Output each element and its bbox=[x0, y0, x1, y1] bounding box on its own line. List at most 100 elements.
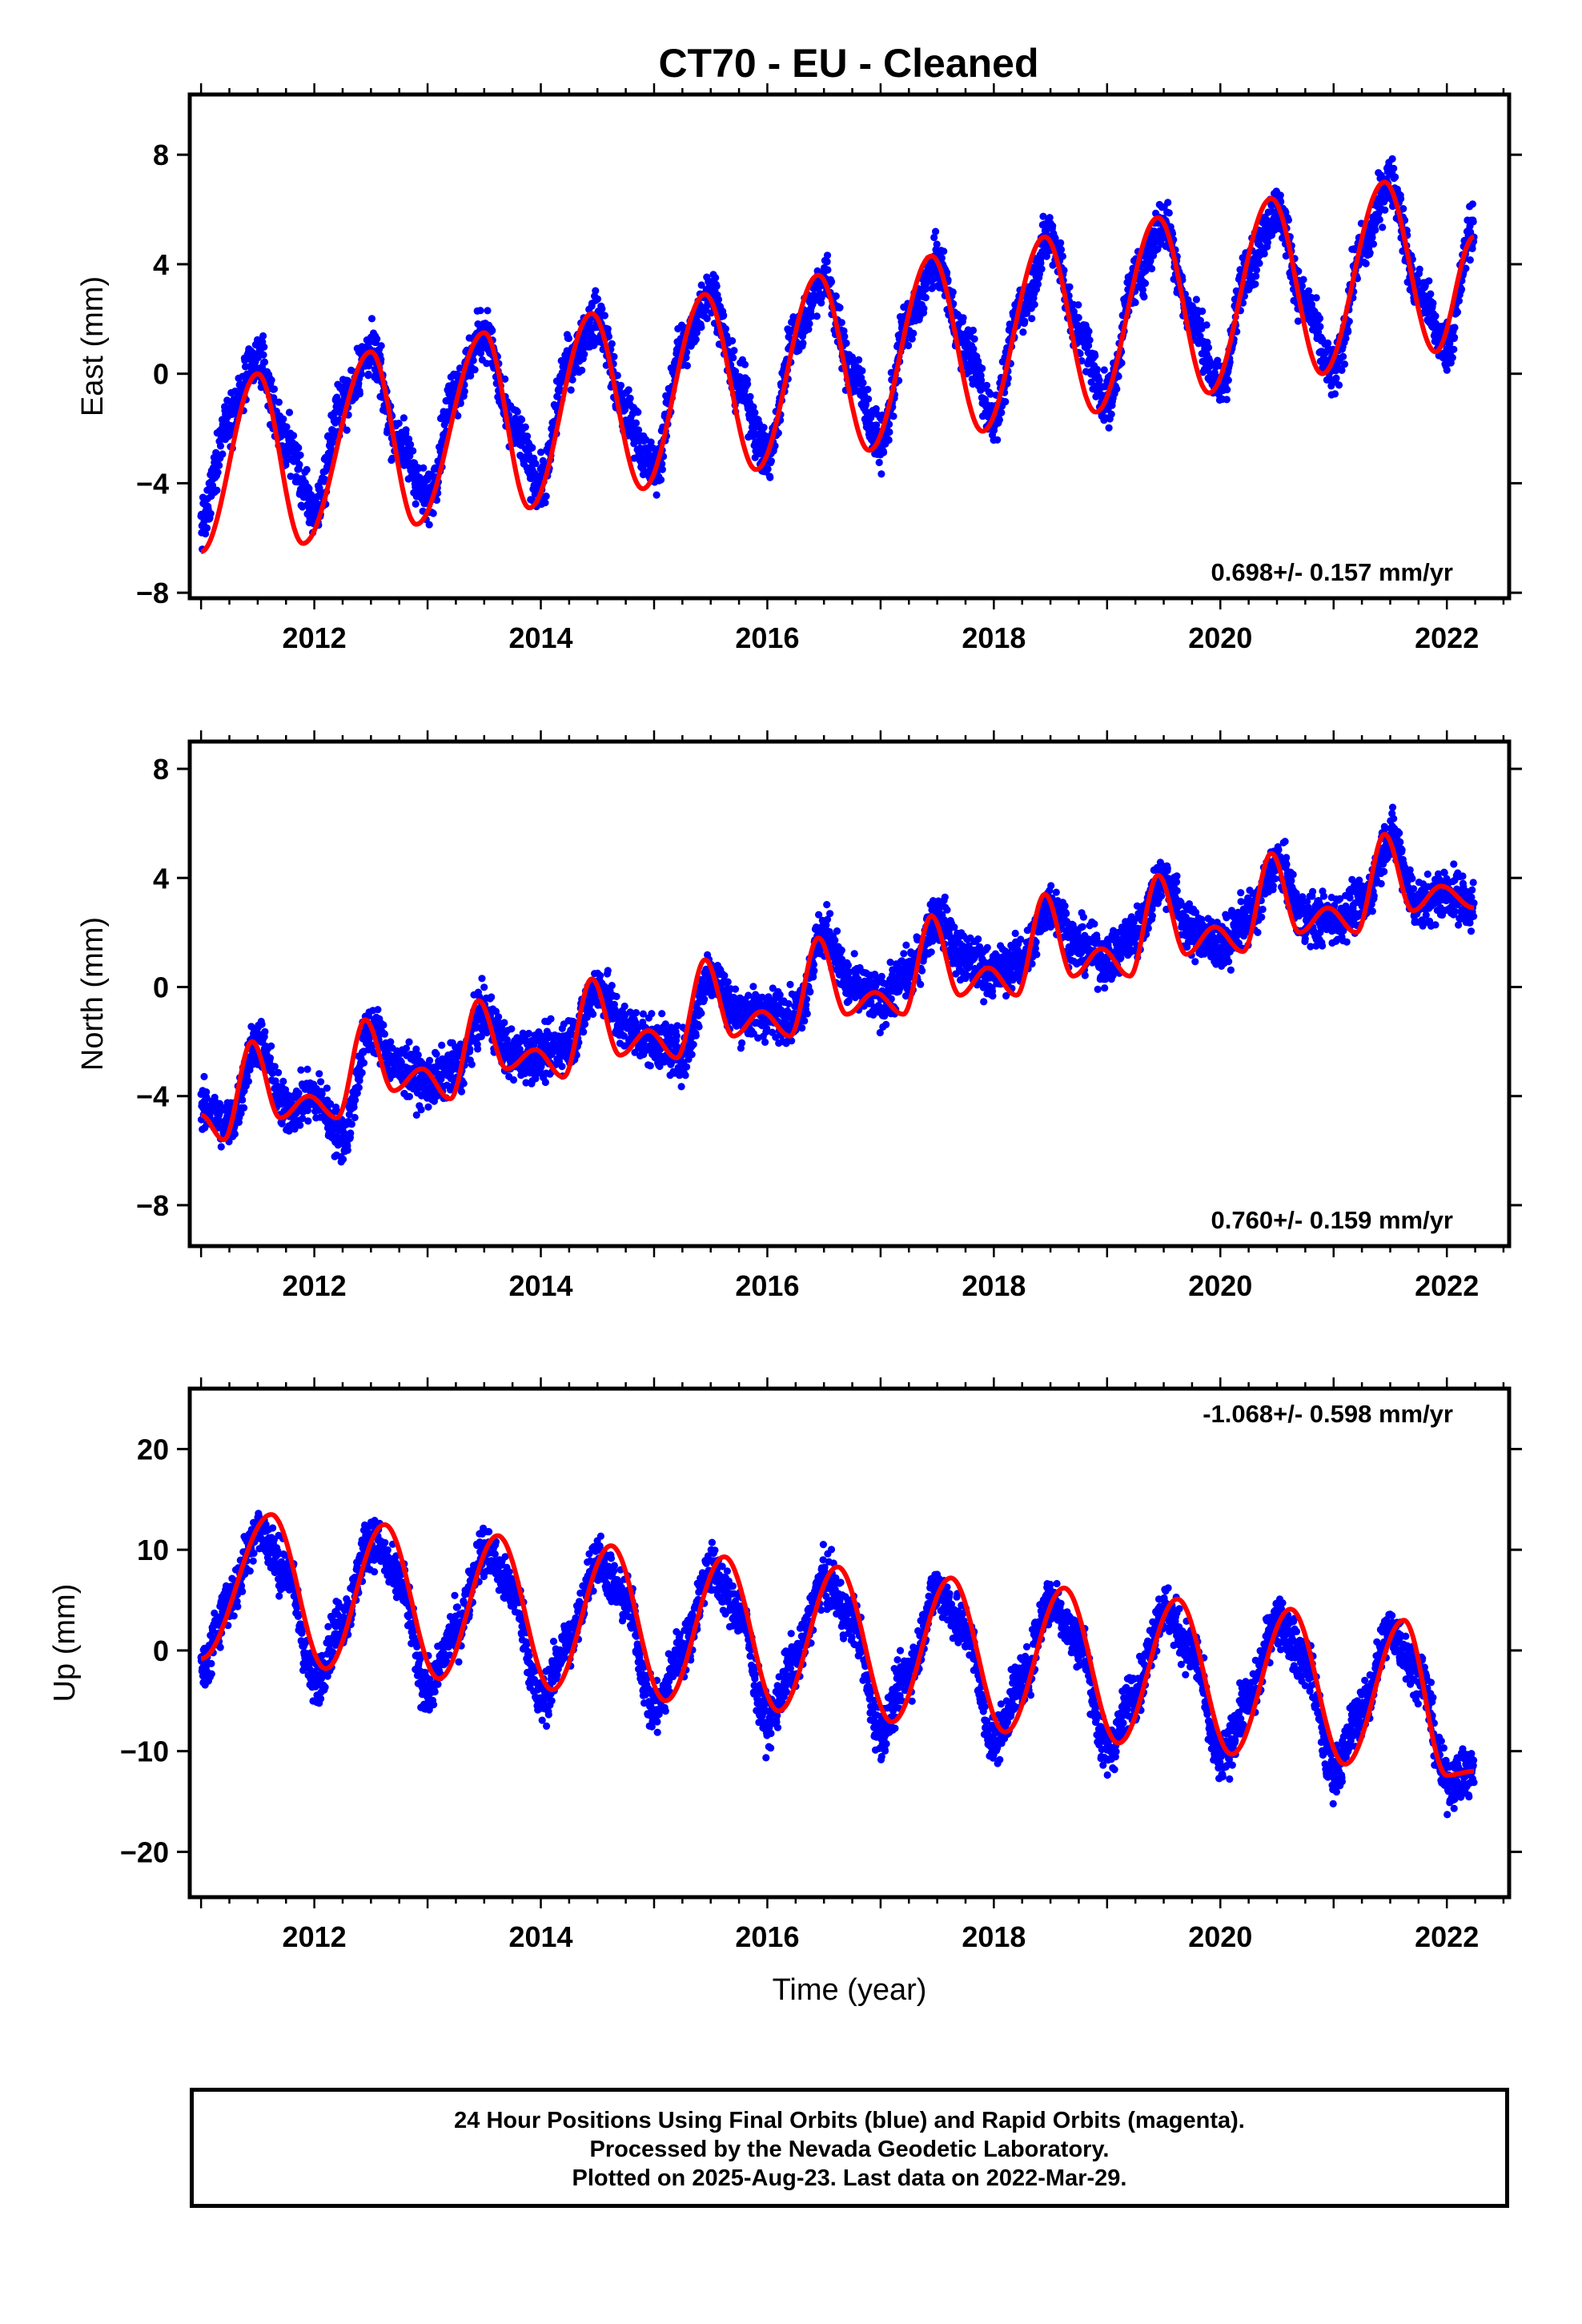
east-data-point bbox=[270, 385, 279, 393]
north-data-point bbox=[414, 1051, 422, 1059]
east-data-point bbox=[425, 521, 433, 529]
east-data-point bbox=[1443, 366, 1451, 374]
east-data-point bbox=[598, 305, 606, 313]
east-x-tick-label: 2020 bbox=[1188, 621, 1252, 654]
east-data-point bbox=[692, 336, 700, 344]
east-data-point bbox=[613, 372, 621, 380]
east-data-point bbox=[357, 370, 365, 378]
east-data-point bbox=[593, 295, 602, 303]
east-data-point bbox=[537, 448, 545, 456]
east-y-tick-label: 0 bbox=[153, 358, 169, 391]
east-data-point bbox=[521, 423, 529, 431]
east-data-point bbox=[1339, 352, 1347, 360]
east-data-point bbox=[1057, 246, 1066, 254]
east-data-point bbox=[600, 312, 609, 320]
east-y-tick-label: 8 bbox=[153, 139, 169, 171]
east-data-point bbox=[616, 381, 625, 389]
east-data-point bbox=[1223, 396, 1231, 404]
east-data-point bbox=[823, 258, 831, 266]
east-data-point bbox=[213, 486, 221, 494]
east-data-point bbox=[1371, 226, 1379, 234]
east-data-point bbox=[656, 476, 665, 484]
north-data-point bbox=[266, 1054, 275, 1062]
east-data-point bbox=[409, 447, 417, 455]
east-data-point bbox=[1381, 206, 1389, 214]
east-data-point bbox=[1030, 300, 1038, 308]
east-data-point bbox=[697, 323, 705, 332]
east-data-point bbox=[885, 436, 893, 444]
north-data-point bbox=[296, 1121, 304, 1129]
east-data-point bbox=[1453, 308, 1462, 316]
east-data-point bbox=[1468, 200, 1476, 208]
east-data-point bbox=[1450, 345, 1458, 353]
east-x-tick-label: 2018 bbox=[962, 621, 1026, 654]
east-data-point bbox=[1255, 259, 1263, 267]
east-data-point bbox=[982, 381, 991, 389]
east-data-point bbox=[652, 491, 661, 499]
east-data-point bbox=[1427, 290, 1435, 298]
east-data-point bbox=[712, 274, 720, 282]
east-data-point bbox=[568, 376, 576, 384]
east-data-point bbox=[513, 408, 521, 416]
east-data-point bbox=[1107, 410, 1115, 418]
east-data-point bbox=[969, 326, 978, 335]
east-x-tick-label: 2022 bbox=[1415, 621, 1479, 654]
east-data-point bbox=[858, 367, 866, 375]
east-data-point bbox=[751, 408, 759, 416]
east-data-point bbox=[267, 376, 275, 384]
east-data-point bbox=[841, 332, 849, 340]
north-data-point bbox=[275, 1068, 283, 1076]
north-data-point bbox=[351, 1096, 359, 1104]
east-data-point bbox=[285, 408, 294, 416]
east-data-point bbox=[279, 415, 287, 423]
east-data-point bbox=[1100, 366, 1108, 374]
north-data-point bbox=[417, 1106, 425, 1114]
east-data-point bbox=[1086, 336, 1094, 344]
east-data-point bbox=[303, 465, 311, 474]
north-data-point bbox=[267, 1042, 275, 1050]
east-data-point bbox=[541, 499, 549, 507]
east-data-point bbox=[216, 442, 225, 450]
east-data-point bbox=[634, 408, 642, 416]
east-data-point bbox=[683, 362, 692, 370]
east-data-point bbox=[282, 457, 290, 465]
east-data-point bbox=[1192, 296, 1200, 304]
north-data-point bbox=[350, 1103, 358, 1112]
east-data-point bbox=[920, 304, 928, 312]
east-data-point bbox=[1431, 312, 1439, 320]
east-data-point bbox=[518, 416, 526, 424]
east-data-point bbox=[203, 524, 211, 533]
east-data-point bbox=[364, 370, 372, 378]
east-data-point bbox=[959, 314, 967, 322]
east-data-point bbox=[1224, 376, 1232, 384]
east-data-point bbox=[1038, 265, 1046, 273]
east-data-point bbox=[1379, 223, 1387, 231]
east-data-point bbox=[1335, 381, 1343, 389]
east-data-point bbox=[270, 394, 278, 402]
east-data-point bbox=[283, 423, 291, 431]
north-data-point bbox=[379, 1021, 387, 1029]
east-data-point bbox=[295, 460, 303, 468]
east-data-point bbox=[1375, 215, 1383, 223]
east-data-point bbox=[1368, 234, 1376, 242]
east-data-point bbox=[1391, 173, 1399, 181]
east-data-point bbox=[476, 307, 484, 315]
east-data-point bbox=[865, 395, 873, 403]
east-data-point bbox=[625, 429, 633, 437]
east-data-point bbox=[994, 436, 1002, 444]
east-data-point bbox=[995, 416, 1003, 424]
east-data-point bbox=[799, 339, 807, 348]
east-data-point bbox=[412, 500, 420, 509]
east-data-point bbox=[367, 315, 376, 323]
east-data-point bbox=[326, 452, 334, 461]
east-data-point bbox=[836, 304, 844, 312]
north-data-point bbox=[347, 1120, 355, 1128]
east-data-point bbox=[729, 337, 737, 345]
chart-title: CT70 - EU - Cleaned bbox=[658, 41, 1038, 86]
north-data-point bbox=[405, 1038, 413, 1046]
east-data-point bbox=[889, 412, 897, 420]
north-data-layer bbox=[197, 803, 1478, 1166]
east-data-point bbox=[1425, 277, 1433, 285]
east-data-point bbox=[305, 485, 313, 493]
